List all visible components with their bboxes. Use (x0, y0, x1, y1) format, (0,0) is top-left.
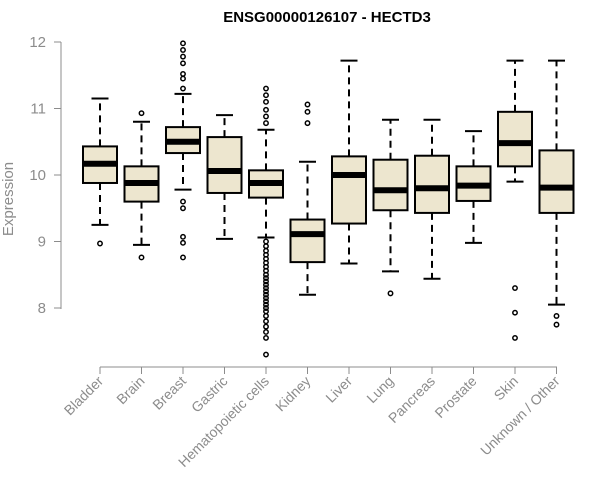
x-tick-label: Brain (113, 373, 147, 407)
outlier-point (263, 275, 269, 282)
outlier-point (97, 240, 103, 247)
outlier-point (263, 238, 269, 245)
outlier-point (180, 205, 186, 212)
y-tick-label: 11 (30, 101, 46, 118)
box-gastric (206, 114, 243, 240)
outlier-point (263, 271, 269, 278)
box-unknown-other (538, 59, 575, 328)
outlier-point (263, 281, 269, 288)
x-tick-label: Breast (149, 373, 189, 413)
iqr-box (497, 110, 533, 168)
outlier-point (263, 301, 269, 308)
outlier-point (180, 85, 186, 92)
outlier-point (180, 198, 186, 205)
outlier-point (180, 233, 186, 240)
outlier-point (263, 298, 269, 305)
y-tick-label: 10 (29, 167, 46, 184)
box-breast (165, 40, 201, 261)
outlier-point (304, 108, 311, 115)
outlier-point (263, 323, 269, 330)
iqr-box (372, 158, 409, 212)
y-tick-label: 9 (38, 234, 46, 251)
outlier-point (263, 85, 269, 92)
outlier-point (263, 285, 269, 291)
x-tick-label: Liver (322, 373, 355, 406)
boxes-layer (82, 40, 575, 358)
box-brain (123, 110, 160, 261)
outlier-point (263, 120, 269, 127)
y-tick-label: 12 (29, 34, 46, 51)
outlier-point (180, 40, 186, 47)
outlier-point (512, 309, 518, 316)
outlier-point (263, 98, 269, 105)
outlier-point (180, 239, 186, 246)
y-axis-ticks: 8 9 10 11 12 (29, 34, 61, 317)
outlier-point (304, 120, 311, 127)
box-lung (372, 118, 409, 297)
outlier-point (180, 75, 186, 82)
outlier-point (263, 295, 269, 301)
box-bladder (82, 97, 118, 247)
box-kidney (289, 101, 326, 296)
outlier-point (180, 60, 186, 67)
outlier-point (512, 334, 518, 341)
outlier-point (304, 101, 311, 108)
iqr-box (331, 155, 367, 225)
y-tick-label: 8 (38, 300, 46, 317)
box-pancreas (414, 118, 450, 280)
outlier-point (512, 285, 518, 291)
outlier-point (263, 308, 269, 315)
box-hematopoietic-cells (248, 85, 284, 358)
outlier-point (263, 305, 269, 311)
outlier-point (553, 313, 560, 319)
outlier-point (263, 318, 269, 325)
outlier-point (138, 254, 145, 261)
x-tick-label: Lung (363, 373, 396, 406)
outlier-point (387, 290, 394, 297)
iqr-box (289, 218, 326, 264)
outlier-point (263, 92, 269, 99)
outlier-point (263, 328, 269, 335)
outlier-point (263, 334, 269, 341)
outlier-point (263, 113, 269, 120)
outlier-point (180, 254, 186, 261)
box-skin (497, 59, 533, 341)
box-prostate (455, 130, 492, 244)
outlier-point (263, 351, 269, 358)
outlier-point (263, 288, 269, 295)
outlier-point (553, 321, 560, 328)
outlier-point (180, 70, 186, 77)
outlier-point (180, 53, 186, 60)
iqr-box (414, 154, 450, 214)
y-axis-label: Expression (0, 162, 17, 236)
x-tick-label: Prostate (431, 373, 479, 421)
outlier-point (180, 47, 186, 53)
outlier-point (263, 278, 269, 285)
outlier-point (263, 291, 269, 298)
outlier-point (263, 106, 269, 113)
outlier-point (263, 313, 269, 319)
iqr-box (538, 149, 575, 214)
outlier-point (138, 110, 145, 117)
chart-title: ENSG00000126107 - HECTD3 (223, 9, 431, 26)
box-liver (331, 59, 367, 265)
x-tick-label: Kidney (272, 373, 314, 415)
x-tick-label: Unknown / Other (477, 373, 563, 459)
x-tick-label: Bladder (61, 373, 107, 419)
outlier-point (263, 243, 269, 250)
iqr-box (206, 136, 243, 194)
x-tick-label: Skin (491, 373, 522, 404)
